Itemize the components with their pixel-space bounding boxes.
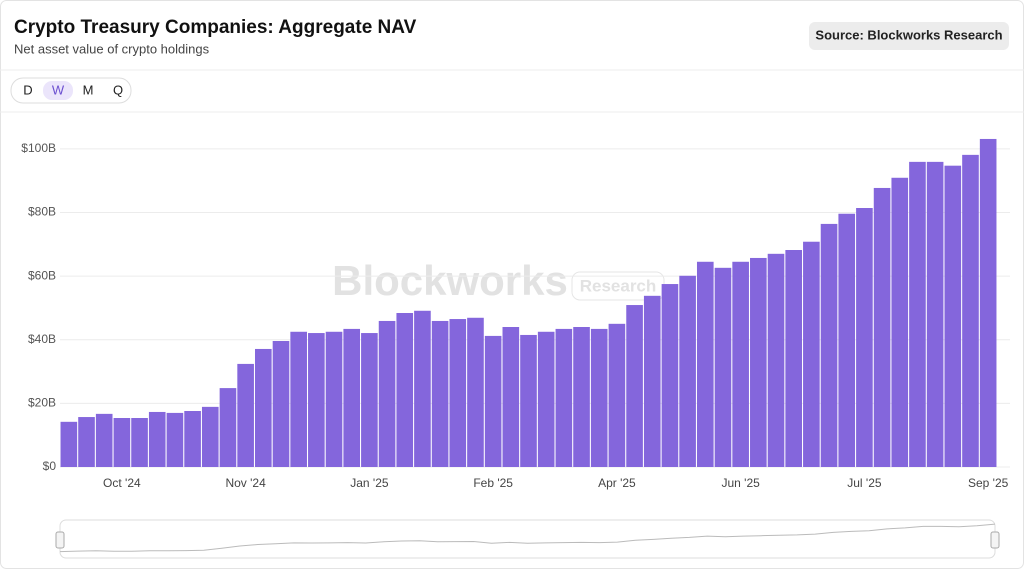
bar xyxy=(714,267,732,467)
navigator-line xyxy=(59,523,996,553)
x-tick-label: Jan '25 xyxy=(350,476,389,490)
bar xyxy=(962,154,979,467)
bar xyxy=(679,275,696,467)
bar xyxy=(732,261,749,467)
x-tick-label: Apr '25 xyxy=(598,476,636,490)
bar xyxy=(201,406,219,467)
bar xyxy=(573,327,590,467)
bar xyxy=(979,138,997,468)
bar xyxy=(820,223,838,467)
bar xyxy=(325,331,343,467)
bar xyxy=(484,335,502,467)
bar xyxy=(590,328,608,467)
toggle-selected xyxy=(43,81,73,100)
bar xyxy=(272,341,290,467)
bar xyxy=(255,348,272,467)
bar xyxy=(95,413,113,467)
bar xyxy=(131,418,148,467)
y-tick-label: $0 xyxy=(43,459,57,473)
bar xyxy=(396,313,414,467)
y-tick-label: $60B xyxy=(28,268,56,282)
bar xyxy=(555,328,573,467)
title: Crypto Treasury Companies: Aggregate NAV xyxy=(14,17,417,38)
bar xyxy=(873,187,891,468)
bar xyxy=(767,253,785,467)
bar xyxy=(60,421,78,467)
bar xyxy=(431,320,449,467)
bar xyxy=(290,331,307,467)
bar xyxy=(856,208,873,467)
bar xyxy=(944,165,962,467)
bar xyxy=(113,418,131,467)
y-tick-label: $100B xyxy=(21,141,56,155)
toggle-option[interactable]: M xyxy=(83,82,94,97)
source-badge xyxy=(809,22,1009,50)
y-tick-label: $40B xyxy=(28,332,56,346)
bar xyxy=(838,213,856,467)
toggle-option[interactable]: Q xyxy=(113,82,123,97)
bar xyxy=(361,333,378,467)
subtitle: Net asset value of crypto holdings xyxy=(14,41,210,56)
bar xyxy=(909,161,926,467)
bar xyxy=(803,241,820,467)
bar xyxy=(520,334,537,467)
x-tick-label: Jul '25 xyxy=(847,476,882,490)
bar xyxy=(608,323,626,467)
bar xyxy=(891,177,909,468)
bar xyxy=(502,327,520,467)
toggle-option[interactable]: W xyxy=(52,82,65,97)
bar xyxy=(696,261,714,467)
bar xyxy=(414,310,431,467)
bar xyxy=(785,250,802,467)
x-tick-label: Sep '25 xyxy=(968,476,1009,490)
bar xyxy=(467,317,484,467)
bar xyxy=(537,331,555,467)
bar xyxy=(926,161,944,467)
x-tick-label: Jun '25 xyxy=(721,476,760,490)
y-tick-label: $80B xyxy=(28,205,56,219)
bar xyxy=(378,320,396,467)
x-tick-label: Feb '25 xyxy=(473,476,513,490)
bar xyxy=(643,295,661,467)
x-tick-label: Nov '24 xyxy=(225,476,266,490)
y-tick-label: $20B xyxy=(28,396,56,410)
bar xyxy=(343,328,361,467)
bar xyxy=(308,333,325,467)
bar xyxy=(184,411,201,467)
x-tick-label: Oct '24 xyxy=(103,476,141,490)
bar xyxy=(449,319,467,467)
watermark-tag: Research xyxy=(580,276,657,295)
toggle-option[interactable]: D xyxy=(23,82,32,97)
bar xyxy=(661,284,679,467)
watermark-brand: Blockworks xyxy=(332,257,568,304)
navigator-handle[interactable] xyxy=(55,531,65,549)
bar xyxy=(750,257,767,467)
navigator[interactable] xyxy=(59,519,996,559)
source-text: Source: Blockworks Research xyxy=(815,27,1002,42)
bar xyxy=(166,412,184,467)
bar xyxy=(626,305,643,467)
bar xyxy=(219,388,237,467)
navigator-handle[interactable] xyxy=(990,531,1000,549)
bar xyxy=(78,417,95,467)
bar xyxy=(237,363,254,467)
bar xyxy=(148,411,166,467)
